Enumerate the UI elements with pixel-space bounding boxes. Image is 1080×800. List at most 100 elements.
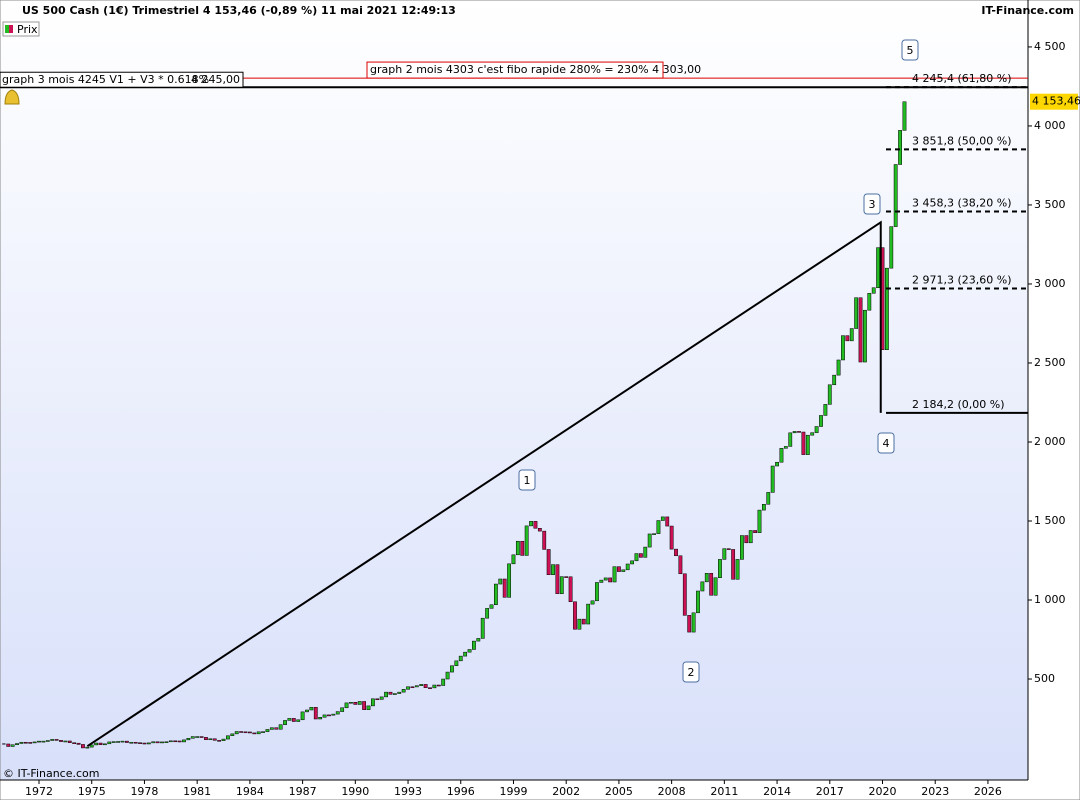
candle-body — [463, 651, 468, 657]
candle-body — [559, 576, 564, 594]
candle-body — [441, 678, 446, 686]
candle-body — [612, 566, 617, 583]
candle-body — [502, 578, 507, 598]
candle-body — [291, 718, 296, 722]
x-tick-label: 2011 — [710, 785, 738, 798]
candle-body — [893, 164, 898, 227]
wave-box — [877, 432, 895, 454]
candle-body — [871, 287, 876, 294]
candle-body — [375, 698, 380, 701]
candle-body — [617, 566, 621, 572]
fibo-label: 3 851,8 (50,00 %) — [912, 134, 1012, 147]
candle-body — [366, 705, 371, 710]
candle-body — [867, 293, 872, 311]
candle-body — [331, 713, 336, 716]
candle-body — [832, 374, 837, 386]
x-tick-label: 1978 — [130, 785, 158, 798]
candle-body — [546, 549, 551, 575]
candle-body — [494, 583, 498, 606]
candle-body — [81, 744, 85, 749]
candle-body — [164, 741, 169, 744]
candle-body — [124, 740, 129, 743]
x-tick-label: 1984 — [236, 785, 264, 798]
candle-body — [160, 741, 164, 744]
candle-body — [384, 691, 388, 698]
candle-body — [256, 731, 261, 735]
candle-body — [19, 741, 24, 744]
x-tick-label: 2008 — [658, 785, 686, 798]
candle-body — [76, 742, 81, 745]
candle-body — [6, 743, 11, 747]
candle-body — [520, 540, 525, 556]
candle-body — [704, 573, 709, 583]
candle-body — [568, 576, 573, 603]
copyright: © IT-Finance.com — [3, 767, 100, 780]
candle-body — [146, 742, 151, 745]
candle-body — [713, 577, 718, 596]
candle-body — [537, 528, 542, 532]
candle-body — [660, 516, 665, 521]
candle-body — [120, 740, 125, 743]
candle-body — [37, 740, 41, 743]
candle-body — [792, 431, 797, 434]
candle-body — [753, 530, 757, 533]
h-line-box — [0, 71, 244, 88]
candle-body — [621, 569, 626, 572]
candle-body — [50, 739, 55, 741]
candle-body — [300, 711, 305, 721]
candle-body — [10, 744, 15, 747]
candle-body — [445, 671, 450, 680]
candle-body — [542, 530, 547, 550]
candle-body — [410, 686, 415, 689]
wave-label: 2 — [688, 666, 695, 679]
legend-icon — [5, 25, 9, 33]
candle-body — [682, 573, 687, 616]
h-line-label: graph 2 mois 4303 c'est fibo rapide 280%… — [370, 63, 701, 76]
candle-body — [696, 590, 700, 614]
candle-body — [766, 492, 771, 505]
candle-body — [775, 461, 779, 467]
candle-body — [731, 549, 736, 580]
candle-body — [485, 608, 490, 619]
candle-body — [454, 660, 459, 666]
candle-body — [467, 649, 472, 653]
candle-body — [221, 738, 226, 741]
candle-body — [274, 727, 279, 730]
title: US 500 Cash (1€) Trimestriel 4 153,46 (-… — [22, 4, 456, 17]
candle-body — [397, 691, 402, 694]
candle-body — [718, 559, 722, 578]
candle-body — [761, 504, 766, 511]
candle-body — [388, 691, 393, 695]
wave-label: 5 — [907, 44, 914, 57]
h-line-price: 4 245,00 — [191, 73, 240, 86]
candle-body — [59, 740, 63, 742]
candle-body — [54, 739, 59, 741]
candle-body — [647, 533, 652, 548]
candle-body — [419, 684, 424, 686]
x-tick-label: 1972 — [25, 785, 53, 798]
candle-body — [779, 448, 784, 463]
x-tick-label: 2020 — [868, 785, 896, 798]
candle-body — [450, 665, 454, 673]
candle-body — [322, 714, 327, 718]
candle-body — [652, 533, 656, 535]
y-tick-label: 3 000 — [1034, 277, 1066, 290]
candle-body — [392, 693, 397, 695]
candle-body — [783, 446, 788, 449]
candle-body — [313, 707, 318, 720]
candle-body — [770, 465, 775, 493]
candle-body — [555, 564, 560, 594]
candle-body — [573, 601, 577, 630]
candle-body — [234, 731, 239, 735]
plot: 500 1 000 1 500 2 000 2 500 3 000 3 500 4 000 4 … — [0, 39, 1080, 798]
candle-body — [32, 741, 37, 744]
candle-body — [414, 685, 419, 688]
x-tick-label: 1987 — [289, 785, 317, 798]
candle-body — [168, 740, 173, 743]
candle-body — [814, 426, 819, 433]
last-price-label: 4 153,46 — [1032, 95, 1080, 108]
y-tick-label: 500 — [1034, 672, 1055, 685]
candle-body — [362, 701, 367, 710]
candle-body — [212, 738, 217, 741]
